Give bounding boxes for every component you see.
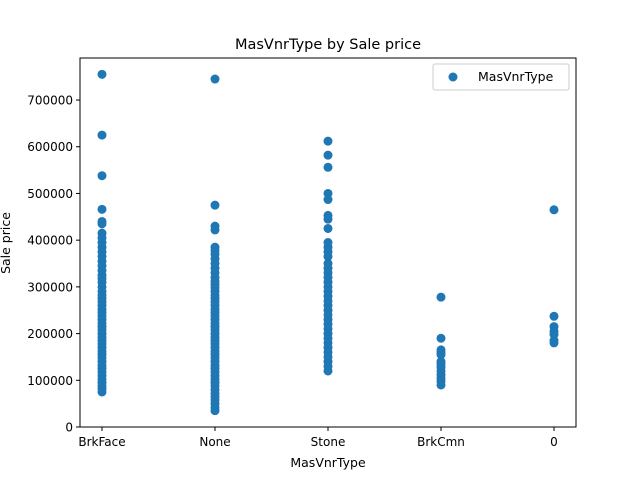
data-point	[97, 69, 107, 79]
data-point	[549, 311, 559, 321]
data-point	[436, 380, 446, 390]
data-point	[323, 195, 333, 205]
data-point	[97, 171, 107, 181]
data-point	[323, 150, 333, 160]
data-point	[97, 204, 107, 214]
x-tick-label: None	[199, 435, 230, 449]
data-point	[549, 205, 559, 215]
data-point	[323, 223, 333, 233]
y-tick-label: 300000	[27, 280, 73, 294]
data-point	[323, 136, 333, 146]
x-axis-label: MasVnrType	[290, 455, 366, 470]
data-point	[97, 387, 107, 397]
data-point	[436, 350, 446, 360]
data-point	[97, 219, 107, 229]
data-point	[323, 366, 333, 376]
y-tick-label: 200000	[27, 327, 73, 341]
chart-title: MasVnrType by Sale price	[235, 37, 421, 53]
y-tick-label: 700000	[27, 94, 73, 108]
y-tick-label: 100000	[27, 374, 73, 388]
data-point	[210, 74, 220, 84]
data-point	[210, 200, 220, 210]
y-tick-label: 400000	[27, 234, 73, 248]
y-tick-label: 500000	[27, 187, 73, 201]
y-axis-label: Sale price	[0, 212, 13, 274]
data-point	[323, 214, 333, 224]
data-point	[323, 162, 333, 172]
data-point	[549, 338, 559, 348]
plot-frame	[79, 57, 577, 428]
y-tick-label: 0	[65, 421, 73, 435]
x-tick-label: Stone	[311, 435, 346, 449]
data-point	[210, 225, 220, 235]
legend-label: MasVnrType	[478, 69, 554, 84]
x-tick-label: 0	[550, 435, 558, 449]
data-points	[97, 69, 559, 416]
data-point	[97, 130, 107, 140]
x-tick-label: BrkFace	[78, 435, 125, 449]
y-tick-label: 600000	[27, 140, 73, 154]
data-point	[210, 406, 220, 416]
legend: MasVnrType	[432, 63, 570, 91]
data-point	[323, 252, 333, 262]
data-point	[436, 333, 446, 343]
y-axis-ticks: 0 100000 200000 300000 400000 500000 600000 700…	[27, 94, 80, 435]
legend-marker	[448, 72, 458, 82]
data-point	[436, 292, 446, 302]
legend-box	[432, 63, 570, 91]
x-axis-ticks: BrkFace None Stone BrkCmn 0	[78, 427, 558, 449]
x-tick-label: BrkCmn	[417, 435, 465, 449]
